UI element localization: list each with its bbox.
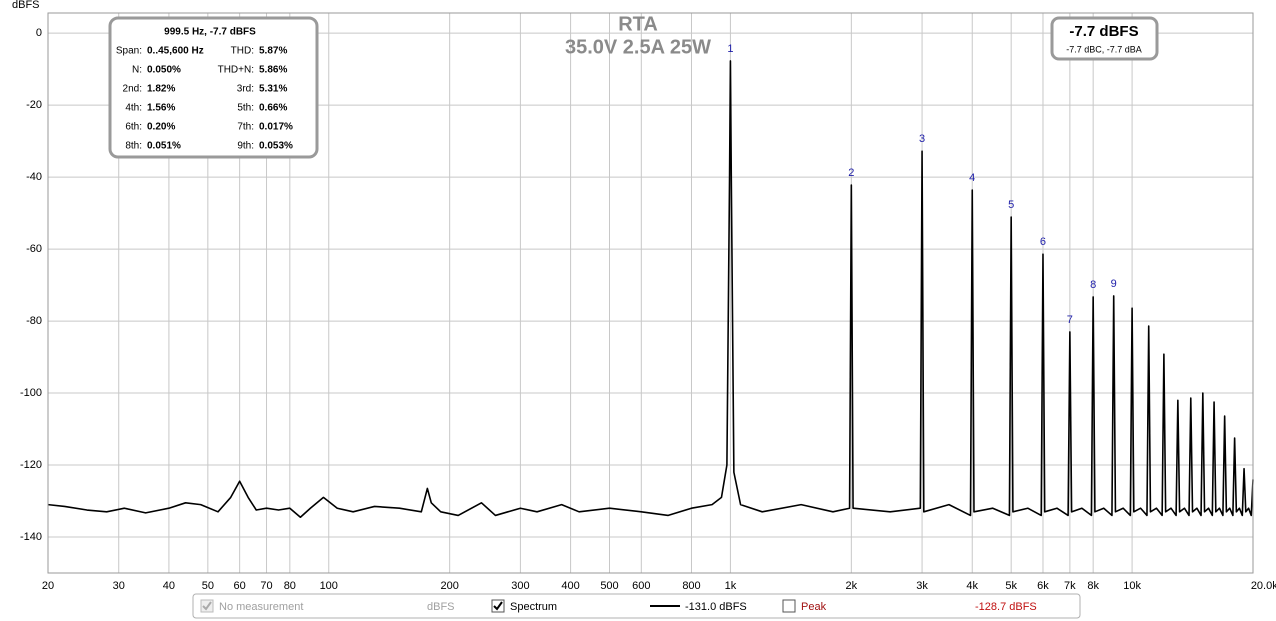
x-tick-label: 10k <box>1123 580 1141 592</box>
info-value: 5.86% <box>259 65 287 76</box>
y-tick-label: -100 <box>20 387 42 399</box>
x-tick-label: 200 <box>440 580 458 592</box>
info-frame <box>108 16 319 159</box>
harmonic-label: 1 <box>727 43 733 55</box>
peak-checkbox[interactable] <box>782 599 796 613</box>
harmonic-label: 3 <box>919 133 925 145</box>
x-tick-label: 5k <box>1005 580 1017 592</box>
spectrum-level: -131.0 dBFS <box>685 601 747 613</box>
info-label: N: <box>132 65 142 76</box>
harmonic-label: 8 <box>1090 279 1096 291</box>
x-tick-label: 80 <box>284 580 296 592</box>
spectrum-line <box>47 60 1254 519</box>
info-label: THD: <box>231 46 254 57</box>
x-tick-label: 600 <box>632 580 650 592</box>
info-label: 4th: <box>125 103 142 114</box>
chart-title: RTA <box>618 13 658 35</box>
check-mark <box>493 601 503 611</box>
y-tick-label: -80 <box>26 315 42 327</box>
y-tick-label: 0 <box>36 27 42 39</box>
plot-frame <box>47 12 1254 574</box>
info-label: Span: <box>116 46 142 57</box>
x-tick-label: 20.0kHz <box>1251 580 1276 592</box>
info-value: 5.87% <box>259 46 287 57</box>
x-tick-label: 8k <box>1087 580 1099 592</box>
x-tick-label: 300 <box>511 580 529 592</box>
measurement-label: No measurement <box>219 601 303 613</box>
info-value: 0.051% <box>147 141 181 152</box>
harmonic-label: 7 <box>1067 314 1073 326</box>
x-tick-label: 70 <box>260 580 272 592</box>
info-label: 7th: <box>237 122 254 133</box>
harmonic-label: 2 <box>848 167 854 179</box>
measurement-unit: dBFS <box>427 601 455 613</box>
control-bar: No measurement dBFS Spectrum -131.0 dBFS… <box>192 593 1081 619</box>
y-tick-label: -40 <box>26 171 42 183</box>
level-weighted: -7.7 dBC, -7.7 dBA <box>1066 44 1142 54</box>
info-title: 999.5 Hz, -7.7 dBFS <box>164 27 256 38</box>
x-tick-label: 30 <box>113 580 125 592</box>
x-tick-label: 3k <box>916 580 928 592</box>
info-value: 0.66% <box>259 103 287 114</box>
info-label: 5th: <box>237 103 254 114</box>
info-label: THD+N: <box>218 65 254 76</box>
info-value: 1.56% <box>147 103 175 114</box>
info-value: 0.053% <box>259 141 293 152</box>
info-label: 3rd: <box>237 84 254 95</box>
x-tick-label: 60 <box>234 580 246 592</box>
x-tick-label: 20 <box>42 580 54 592</box>
peak-label: Peak <box>801 601 827 613</box>
x-tick-label: 40 <box>163 580 175 592</box>
y-tick-label: -20 <box>26 99 42 111</box>
level-box: -7.7 dBFS -7.7 dBC, -7.7 dBA <box>1050 16 1159 61</box>
y-tick-label: -60 <box>26 243 42 255</box>
x-tick-label: 50 <box>202 580 214 592</box>
y-tick-label: -120 <box>20 459 42 471</box>
x-tick-label: 100 <box>320 580 338 592</box>
x-tick-label: 2k <box>846 580 858 592</box>
chart-subtitle: 35.0V 2.5A 25W <box>565 36 711 58</box>
spectrum-label: Spectrum <box>510 601 557 613</box>
info-box: 999.5 Hz, -7.7 dBFS Span: 0..45,600 Hz THD… <box>108 16 319 159</box>
info-label: 6th: <box>125 122 142 133</box>
info-value: 0.050% <box>147 65 181 76</box>
peak-level: -128.7 dBFS <box>975 601 1037 613</box>
info-label: 2nd: <box>123 84 142 95</box>
x-tick-label: 4k <box>966 580 978 592</box>
info-value: 0.20% <box>147 122 175 133</box>
harmonic-label: 5 <box>1008 199 1014 211</box>
x-tick-label: 7k <box>1064 580 1076 592</box>
check-mark <box>202 601 212 611</box>
y-axis-label: dBFS <box>12 0 40 11</box>
x-tick-label: 500 <box>600 580 618 592</box>
level-frame <box>1050 16 1159 61</box>
info-value: 1.82% <box>147 84 175 95</box>
info-value: 0..45,600 Hz <box>147 46 204 57</box>
x-tick-label: 6k <box>1037 580 1049 592</box>
info-label: 9th: <box>237 141 254 152</box>
harmonic-label: 9 <box>1111 278 1117 290</box>
control-frame <box>192 593 1081 619</box>
level-value: -7.7 dBFS <box>1069 23 1138 40</box>
x-tick-label: 1k <box>725 580 737 592</box>
x-tick-label: 400 <box>561 580 579 592</box>
harmonic-label: 4 <box>969 172 975 184</box>
harmonic-label: 6 <box>1040 236 1046 248</box>
info-value: 0.017% <box>259 122 293 133</box>
y-tick-label: -140 <box>20 531 42 543</box>
info-label: 8th: <box>125 141 142 152</box>
info-value: 5.31% <box>259 84 287 95</box>
x-tick-label: 800 <box>682 580 700 592</box>
